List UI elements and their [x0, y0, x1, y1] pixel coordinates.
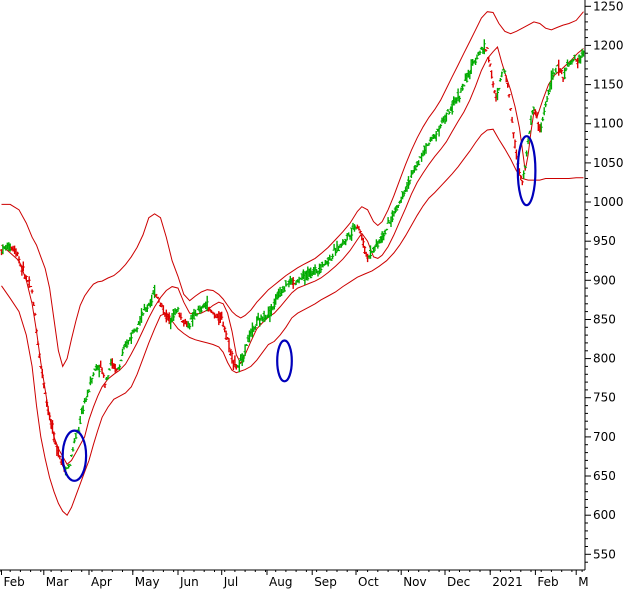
x-tick-label: Nov	[403, 575, 426, 589]
price-bars-group	[0, 39, 585, 476]
bands-group	[1, 11, 584, 516]
x-tick-label: Mar	[46, 575, 69, 589]
annotation-circle-2	[276, 339, 293, 383]
y-tick-label: 700	[593, 430, 616, 444]
x-tick-label: Feb	[4, 575, 25, 589]
y-tick-label: 600	[593, 508, 616, 522]
x-tick-label: Aug	[269, 575, 292, 589]
annotation-circles-group	[61, 135, 537, 482]
y-tick-label: 950	[593, 234, 616, 248]
x-tick-label: May	[135, 575, 160, 589]
x-tick-label: Sep	[314, 575, 337, 589]
x-tick-label: Oct	[358, 575, 379, 589]
y-tick-label: 1250	[593, 0, 624, 13]
x-tick-label: Dec	[447, 575, 470, 589]
y-tick-label: 1000	[593, 195, 624, 209]
x-tick-label: Jul	[223, 575, 238, 589]
y-tick-label: 1150	[593, 78, 624, 92]
band-middle-line	[1, 46, 584, 466]
y-tick-label: 900	[593, 273, 616, 287]
x-tick-label: M	[578, 575, 588, 589]
band-lower-line	[1, 128, 584, 516]
y-tick-label: 850	[593, 313, 616, 327]
x-tick-label: Jun	[179, 575, 199, 589]
band-upper-line	[1, 11, 584, 368]
annotation-circle-3	[516, 135, 537, 207]
y-tick-label: 650	[593, 469, 616, 483]
y-tick-label: 1050	[593, 156, 624, 170]
x-tick-label: Apr	[91, 575, 112, 589]
y-tick-label: 800	[593, 352, 616, 366]
y-tick-label: 750	[593, 391, 616, 405]
y-tick-label: 1100	[593, 117, 624, 131]
y-tick-label: 550	[593, 547, 616, 561]
x-tick-label: Feb	[537, 575, 558, 589]
annotation-circle-1	[61, 429, 88, 482]
y-tick-label: 1200	[593, 38, 624, 52]
x-tick-label: 2021	[492, 575, 523, 589]
